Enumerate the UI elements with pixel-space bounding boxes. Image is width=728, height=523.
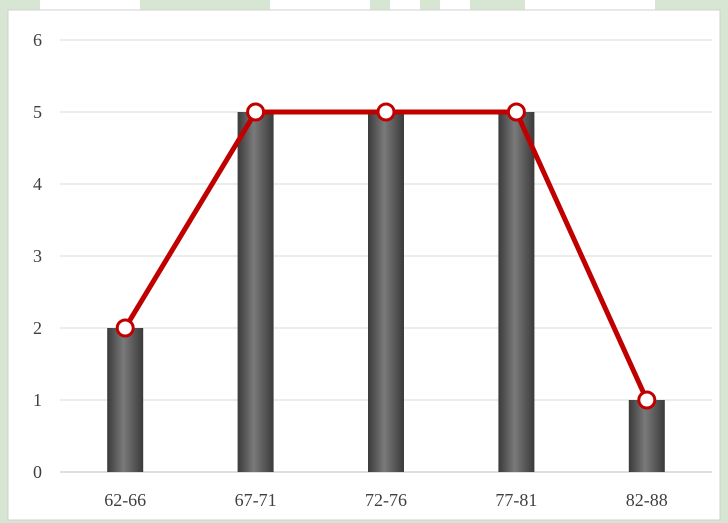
bar (368, 112, 404, 472)
background-block (440, 0, 470, 10)
trend-line (115, 102, 657, 410)
bars (107, 112, 665, 472)
y-tick-label: 2 (33, 318, 42, 338)
x-tick-label: 77-81 (495, 490, 537, 510)
bar (107, 328, 144, 472)
line-marker (246, 102, 266, 122)
bar (237, 112, 274, 472)
line-marker (115, 318, 135, 338)
y-axis-ticks: 0 1 2 3 4 5 6 (33, 30, 42, 482)
y-tick-label: 4 (33, 174, 42, 194)
bar (498, 112, 535, 472)
background-block (390, 0, 420, 10)
x-tick-label: 72-76 (365, 490, 407, 510)
background-block (40, 0, 140, 10)
bar (628, 400, 665, 472)
y-tick-label: 6 (33, 30, 42, 50)
y-tick-label: 5 (33, 102, 42, 122)
x-tick-label: 82-88 (626, 490, 668, 510)
line-marker (506, 102, 526, 122)
background-block (270, 0, 370, 10)
y-tick-label: 3 (33, 246, 42, 266)
x-axis-labels: 62-66 67-71 72-76 77-81 82-88 (104, 490, 668, 510)
y-tick-label: 1 (33, 390, 42, 410)
line-marker (637, 390, 657, 410)
x-tick-label: 67-71 (235, 490, 277, 510)
background-block (525, 0, 655, 10)
x-tick-label: 62-66 (104, 490, 146, 510)
line-marker (376, 102, 396, 122)
y-tick-label: 0 (33, 462, 42, 482)
